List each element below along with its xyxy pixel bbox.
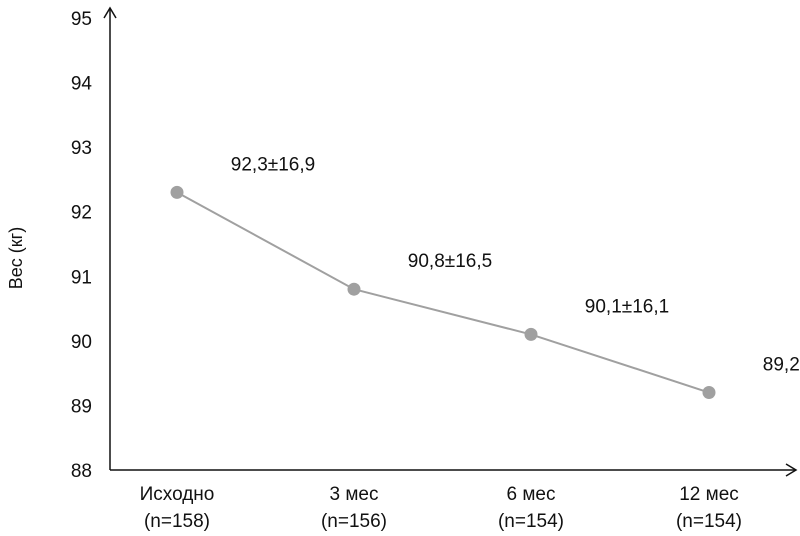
data-label: 90,8±16,5	[408, 251, 492, 272]
data-points	[170, 185, 716, 400]
y-tick-label: 94	[71, 74, 93, 95]
axes	[103, 6, 798, 477]
x-category-sample-size: (n=158)	[144, 511, 210, 532]
x-category-sample-size: (n=154)	[676, 511, 742, 532]
series-line	[176, 191, 710, 394]
data-label: 89,2±15,5	[763, 355, 800, 376]
x-category-labels: Исходно (n=158) 3 мес (n=156) 6 мес (n=154) 12…	[140, 484, 742, 532]
x-category-sample-size: (n=156)	[321, 511, 387, 532]
y-tick-label: 91	[71, 267, 92, 288]
data-point	[702, 386, 716, 400]
y-tick-label: 92	[71, 203, 92, 224]
y-axis-arrow	[103, 6, 117, 19]
y-tick-label: 88	[71, 461, 92, 482]
y-tick-label: 90	[71, 332, 92, 353]
x-category-label: Исходно	[140, 484, 215, 505]
x-category-sample-size: (n=154)	[498, 511, 564, 532]
x-category-label: 12 мес	[679, 484, 739, 505]
y-tick-label: 93	[71, 138, 92, 159]
x-category-label: 3 мес	[330, 484, 379, 505]
data-labels: 92,3±16,9 90,8±16,5 90,1±16,1 89,2±15,5	[231, 154, 800, 375]
y-axis-label: Вес (кг)	[6, 227, 26, 289]
y-tick-label: 95	[71, 9, 92, 30]
x-category-label: 6 мес	[507, 484, 556, 505]
x-axis-arrow	[785, 463, 798, 477]
data-label: 92,3±16,9	[231, 154, 315, 175]
data-point	[524, 327, 538, 341]
y-tick-label: 89	[71, 396, 92, 417]
data-point	[347, 282, 361, 296]
data-label: 90,1±16,1	[585, 296, 669, 317]
data-point	[170, 185, 184, 199]
y-tick-labels: 88 89 90 91 92 93 94 95	[71, 9, 93, 482]
